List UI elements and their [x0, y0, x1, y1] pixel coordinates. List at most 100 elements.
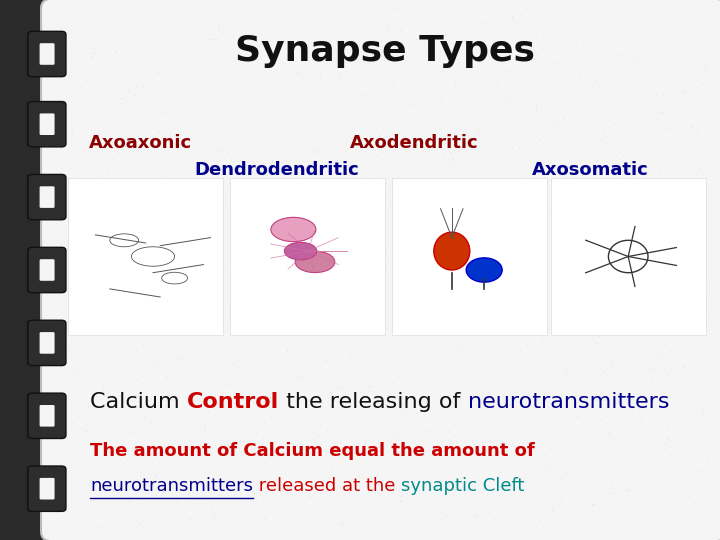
Point — [142, 441, 153, 450]
Point — [187, 396, 199, 404]
Point — [582, 448, 594, 456]
Point — [610, 454, 621, 462]
Point — [81, 373, 92, 381]
Point — [657, 90, 669, 98]
Point — [364, 383, 376, 391]
Point — [449, 297, 461, 306]
Point — [305, 278, 316, 287]
Point — [683, 325, 694, 333]
Point — [507, 12, 518, 21]
Point — [193, 382, 204, 390]
Point — [516, 196, 527, 205]
Point — [347, 374, 359, 383]
Point — [689, 177, 701, 185]
Point — [383, 478, 395, 487]
Point — [348, 497, 360, 506]
Point — [152, 278, 163, 287]
Point — [522, 120, 534, 129]
Point — [174, 515, 186, 524]
Point — [143, 296, 155, 305]
Point — [493, 11, 505, 19]
Point — [67, 129, 78, 137]
Point — [444, 326, 455, 335]
Text: Synapse Types: Synapse Types — [235, 35, 535, 68]
Text: Control: Control — [186, 392, 279, 413]
Point — [293, 68, 305, 77]
Point — [533, 517, 544, 525]
Point — [373, 257, 384, 266]
Point — [297, 462, 309, 471]
Point — [452, 495, 464, 503]
Point — [165, 197, 176, 205]
Point — [363, 451, 374, 460]
Point — [292, 301, 303, 310]
Point — [603, 289, 615, 298]
Point — [361, 214, 373, 223]
Point — [518, 449, 529, 457]
Point — [310, 145, 321, 154]
Point — [145, 235, 157, 244]
Point — [549, 119, 560, 127]
Point — [621, 23, 632, 32]
Point — [635, 350, 647, 359]
Point — [420, 265, 432, 274]
Point — [397, 369, 409, 377]
Point — [304, 406, 315, 415]
Point — [675, 434, 686, 443]
Point — [95, 193, 107, 202]
Point — [335, 457, 346, 466]
Point — [519, 173, 531, 181]
Point — [627, 122, 639, 131]
Point — [392, 373, 403, 382]
Point — [222, 481, 233, 489]
Point — [163, 64, 174, 73]
Point — [264, 495, 275, 504]
Point — [121, 273, 132, 281]
Point — [456, 296, 467, 305]
Point — [355, 496, 366, 505]
Point — [567, 441, 579, 450]
Point — [273, 273, 284, 281]
Point — [628, 55, 639, 64]
Point — [287, 310, 299, 319]
Point — [164, 201, 176, 210]
Point — [63, 305, 74, 314]
Point — [297, 419, 309, 428]
Point — [422, 93, 433, 102]
Point — [451, 37, 463, 46]
Point — [60, 138, 71, 147]
Point — [112, 150, 124, 159]
Point — [91, 129, 103, 137]
FancyBboxPatch shape — [28, 31, 66, 77]
Point — [318, 208, 329, 217]
Point — [290, 497, 302, 506]
Point — [325, 467, 336, 475]
Point — [283, 505, 294, 514]
Bar — [27, 321, 62, 365]
Point — [423, 427, 434, 436]
Point — [539, 200, 550, 209]
Point — [423, 24, 434, 32]
Point — [132, 237, 143, 245]
Point — [460, 236, 472, 245]
Point — [274, 332, 286, 341]
Point — [235, 488, 247, 497]
Point — [186, 225, 197, 233]
Point — [361, 335, 373, 344]
Point — [647, 378, 658, 387]
Point — [91, 251, 103, 260]
Point — [272, 334, 284, 343]
Point — [430, 189, 441, 198]
Point — [318, 294, 330, 303]
Point — [644, 101, 655, 110]
Point — [275, 235, 287, 244]
Point — [560, 44, 572, 53]
Point — [136, 81, 148, 90]
Point — [66, 375, 78, 383]
Point — [114, 94, 125, 103]
Point — [658, 458, 670, 467]
Point — [74, 72, 86, 81]
Point — [534, 442, 545, 451]
Point — [550, 244, 562, 253]
Point — [623, 484, 634, 493]
